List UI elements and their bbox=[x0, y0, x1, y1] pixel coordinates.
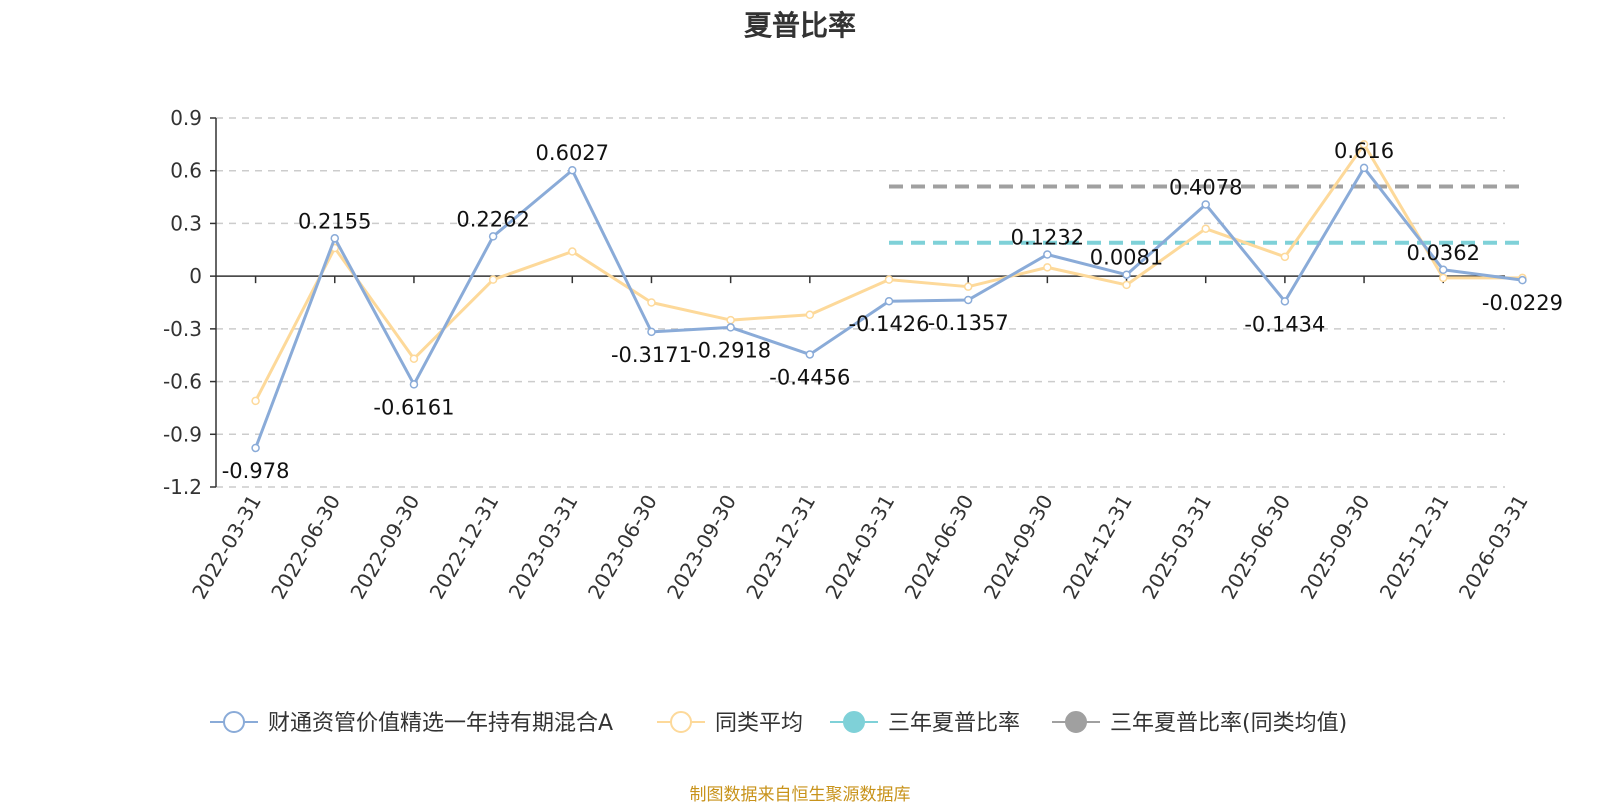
series-point bbox=[1043, 263, 1052, 272]
legend-item-2[interactable]: 三年夏普比率 bbox=[830, 711, 1020, 736]
series-point bbox=[568, 247, 577, 256]
x-tick-label: 2023-12-31 bbox=[741, 491, 820, 604]
series-point bbox=[409, 380, 419, 389]
data-label: 0.0362 bbox=[1406, 241, 1479, 265]
series-point bbox=[963, 295, 973, 305]
y-tick-label: -1.2 bbox=[163, 475, 202, 499]
legend-item-3[interactable]: 三年夏普比率(同类均值) bbox=[1052, 711, 1347, 736]
series-point bbox=[568, 165, 577, 175]
series-point bbox=[251, 396, 260, 406]
data-label: -0.1357 bbox=[928, 311, 1009, 335]
y-tick-label: 0 bbox=[189, 264, 202, 288]
series-point bbox=[1122, 280, 1131, 290]
series-point bbox=[488, 232, 498, 241]
y-tick-label: 0.6 bbox=[170, 159, 202, 183]
series-point bbox=[726, 323, 735, 332]
legend-marker-icon bbox=[843, 711, 865, 733]
legend-label: 同类平均 bbox=[715, 711, 803, 736]
data-label: 0.1232 bbox=[1011, 225, 1084, 249]
x-tick-label: 2025-06-30 bbox=[1216, 491, 1295, 604]
legend-item-1[interactable]: 同类平均 bbox=[657, 711, 803, 736]
series-point bbox=[330, 234, 340, 243]
legend-marker-icon bbox=[1065, 711, 1087, 733]
series-point bbox=[1201, 224, 1210, 233]
y-tick-label: -0.9 bbox=[163, 422, 202, 446]
data-label: -0.978 bbox=[222, 459, 290, 483]
series-lines bbox=[251, 140, 1527, 453]
x-tick-label: 2026-03-31 bbox=[1454, 491, 1533, 604]
x-tick-label: 2022-12-31 bbox=[425, 490, 504, 603]
x-tick-label: 2025-12-31 bbox=[1375, 491, 1454, 604]
series-line-1 bbox=[254, 142, 1524, 403]
series-point bbox=[884, 275, 894, 284]
series-point bbox=[1438, 265, 1448, 275]
series-point bbox=[1122, 270, 1131, 279]
legend-marker-icon bbox=[223, 711, 245, 733]
series-point bbox=[1359, 140, 1369, 149]
series-point bbox=[1043, 250, 1052, 259]
series-point bbox=[647, 327, 656, 337]
x-tick-label: 2022-06-30 bbox=[266, 491, 345, 604]
data-label: 0.2262 bbox=[456, 207, 529, 231]
series-point bbox=[1359, 163, 1369, 173]
reference-lines bbox=[889, 184, 1523, 245]
series-point bbox=[1280, 297, 1290, 306]
legend-label: 财通资管价值精选一年持有期混合A bbox=[268, 711, 613, 736]
data-label: 0.4078 bbox=[1169, 175, 1242, 199]
legend-label: 三年夏普比率(同类均值) bbox=[1110, 711, 1347, 736]
x-tick-label: 2022-09-30 bbox=[345, 491, 424, 604]
data-label: -0.3171 bbox=[611, 343, 692, 367]
legend-label: 三年夏普比率 bbox=[888, 711, 1020, 736]
data-labels: -0.9780.2155-0.61610.22620.6027-0.3171-0… bbox=[222, 139, 1563, 483]
series-point bbox=[647, 298, 656, 307]
data-label: 0.616 bbox=[1334, 139, 1394, 163]
series-point bbox=[884, 296, 894, 306]
series-point bbox=[251, 443, 260, 453]
chart-title: 夏普比率 bbox=[743, 9, 856, 42]
data-label: -0.1434 bbox=[1244, 312, 1325, 336]
series-point bbox=[1518, 275, 1527, 285]
x-tick-label: 2024-09-30 bbox=[979, 491, 1058, 604]
legend-marker-icon bbox=[670, 711, 692, 733]
series-point bbox=[1280, 252, 1290, 262]
y-tick-label: -0.6 bbox=[163, 370, 202, 394]
data-label: 0.0081 bbox=[1090, 246, 1163, 270]
series-point bbox=[726, 315, 735, 325]
legend-item-0[interactable]: 财通资管价值精选一年持有期混合A bbox=[210, 711, 613, 736]
series-point bbox=[1438, 273, 1448, 283]
y-tick-label: 0.3 bbox=[170, 211, 202, 235]
legend[interactable]: 财通资管价值精选一年持有期混合A 同类平均 三年夏普比率 三年夏普比率(同类均值) bbox=[210, 711, 1347, 736]
data-label: -0.6161 bbox=[373, 395, 454, 419]
x-tick-label: 2024-03-31 bbox=[820, 491, 899, 604]
grid-lines bbox=[216, 117, 1505, 488]
series-point bbox=[805, 350, 815, 359]
data-label: 0.2155 bbox=[298, 209, 371, 233]
x-tick-label: 2023-09-30 bbox=[662, 491, 741, 604]
data-label: -0.1426 bbox=[848, 312, 929, 336]
data-label: 0.6027 bbox=[536, 141, 609, 165]
series-point bbox=[963, 282, 973, 291]
y-tick-label: 0.9 bbox=[170, 106, 202, 130]
source-note: 制图数据来自恒生聚源数据库 bbox=[689, 785, 911, 805]
series-point bbox=[805, 310, 815, 320]
x-tick-label: 2025-03-31 bbox=[1137, 491, 1216, 604]
y-tick-label: -0.3 bbox=[163, 317, 202, 341]
data-label: -0.2918 bbox=[690, 338, 771, 362]
x-tick-label: 2023-06-30 bbox=[583, 491, 662, 604]
x-tick-label: 2025-09-30 bbox=[1295, 491, 1374, 604]
x-tick-label: 2024-12-31 bbox=[1058, 491, 1137, 604]
data-label: -0.4456 bbox=[769, 365, 850, 389]
x-tick-label: 2022-03-31 bbox=[187, 491, 266, 604]
x-tick-label: 2024-06-30 bbox=[900, 491, 979, 604]
data-label: -0.0229 bbox=[1482, 291, 1563, 315]
series-point bbox=[1201, 200, 1210, 209]
series-point bbox=[488, 275, 498, 284]
series-point bbox=[409, 354, 419, 363]
x-tick-label: 2023-03-31 bbox=[504, 491, 583, 604]
